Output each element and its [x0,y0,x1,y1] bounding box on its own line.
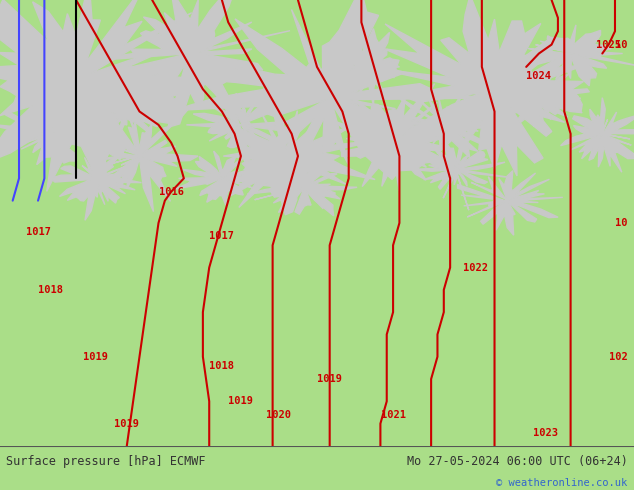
Text: 1018: 1018 [209,361,235,370]
Text: 1016: 1016 [158,187,184,197]
Text: 1019: 1019 [228,396,254,406]
Polygon shape [305,28,408,106]
Polygon shape [334,84,461,191]
Text: Mo 27-05-2024 06:00 UTC (06+24): Mo 27-05-2024 06:00 UTC (06+24) [407,455,628,468]
Polygon shape [247,156,357,216]
Text: 1023: 1023 [533,427,558,438]
Text: 1019: 1019 [114,418,139,429]
Polygon shape [0,0,216,201]
Polygon shape [481,47,590,127]
Polygon shape [377,0,585,176]
Polygon shape [500,25,634,86]
Polygon shape [50,140,141,220]
Text: 102: 102 [609,352,628,362]
Polygon shape [381,90,494,158]
Polygon shape [186,85,301,166]
Polygon shape [0,102,114,165]
Polygon shape [223,89,382,215]
Text: Surface pressure [hPa] ECMWF: Surface pressure [hPa] ECMWF [6,455,206,468]
Text: 1017: 1017 [209,231,235,242]
Text: 1022: 1022 [463,263,488,272]
Text: 1024: 1024 [526,71,552,81]
Text: 1019: 1019 [82,352,108,362]
Text: 1021: 1021 [380,410,406,420]
Polygon shape [174,151,262,205]
Text: 1020: 1020 [266,410,292,420]
Text: 10: 10 [615,218,628,228]
Text: 1017: 1017 [25,227,51,237]
Polygon shape [409,135,513,210]
Polygon shape [71,0,290,127]
Polygon shape [458,171,563,235]
Polygon shape [172,0,482,179]
Polygon shape [91,114,198,212]
Text: 1025: 1025 [596,40,621,49]
Text: 1019: 1019 [317,374,342,384]
Text: 10: 10 [615,40,628,49]
Polygon shape [560,98,634,172]
Text: © weatheronline.co.uk: © weatheronline.co.uk [496,478,628,489]
Polygon shape [56,82,174,147]
Text: 1018: 1018 [38,285,63,295]
